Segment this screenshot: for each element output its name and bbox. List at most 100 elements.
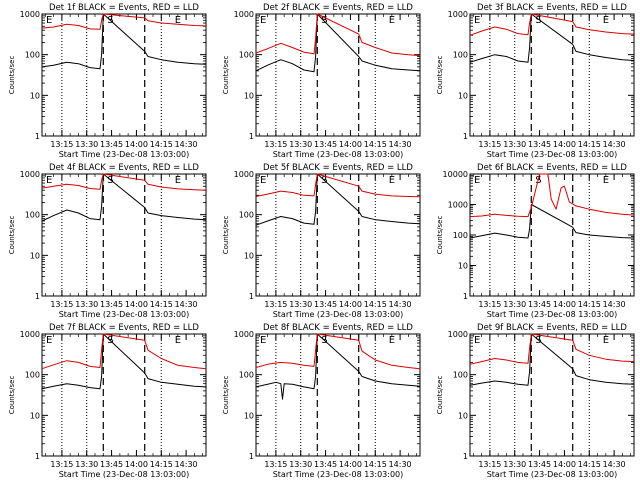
x-tick-label: 14:00: [553, 300, 576, 309]
interval-mark-label: E: [260, 335, 266, 346]
y-tick-label: 100: [239, 211, 254, 220]
chart-title: Det 3f BLACK = Events, RED = LLD: [477, 3, 627, 13]
y-tick-label: 10: [458, 91, 468, 100]
x-tick-label: 13:45: [528, 460, 551, 469]
y-tick-label: 1: [463, 452, 468, 461]
x-tick-label: 14:30: [175, 300, 198, 309]
x-tick-label: 13:30: [503, 140, 526, 149]
interval-mark-label: E: [260, 175, 266, 186]
events-series-line: [469, 333, 635, 386]
x-tick-label: 14:00: [125, 140, 148, 149]
y-tick-label: 1: [463, 292, 468, 301]
events-series-line: [255, 13, 421, 73]
x-tick-label: 14:00: [125, 460, 148, 469]
interval-mark-label: E: [389, 335, 395, 346]
x-tick-label: 14:00: [339, 140, 362, 149]
y-tick-label: 100: [239, 51, 254, 60]
plot-frame: [469, 173, 635, 297]
x-tick-label: 13:45: [528, 300, 551, 309]
chart-panel-1: Det 1f BLACK = Events, RED = LLD 1 10 100 10…: [8, 3, 207, 159]
y-axis-label: Counts/sec: [222, 216, 230, 255]
y-tick-label: 1: [249, 132, 254, 141]
plot-frame: [41, 173, 207, 297]
y-tick-label: 10: [244, 411, 254, 420]
interval-mark-label: S: [321, 15, 327, 26]
y-tick-label: 100: [453, 231, 468, 240]
x-tick-label: 13:45: [528, 140, 551, 149]
x-tick-label: 13:15: [478, 460, 501, 469]
x-tick-label: 14:00: [553, 460, 576, 469]
chart-title: Det 7f BLACK = Events, RED = LLD: [49, 323, 199, 333]
interval-mark-label: E: [603, 335, 609, 346]
x-tick-label: 14:30: [603, 140, 626, 149]
x-tick-label: 14:15: [578, 140, 601, 149]
y-axis-label: Counts/sec: [436, 56, 444, 95]
x-tick-label: 13:30: [75, 140, 98, 149]
chart-panel-4: Det 4f BLACK = Events, RED = LLD 1 10 100 10…: [8, 163, 207, 319]
x-tick-label: 14:15: [150, 300, 173, 309]
y-tick-label: 100: [453, 51, 468, 60]
chart-panel-8: Det 8f BLACK = Events, RED = LLD 1 10 100 10…: [222, 323, 421, 479]
x-tick-label: 14:00: [553, 140, 576, 149]
x-tick-label: 14:30: [389, 460, 412, 469]
interval-mark-label: E: [175, 175, 181, 186]
y-axis-label: Counts/sec: [8, 56, 16, 95]
y-tick-label: 1: [249, 292, 254, 301]
y-tick-label: 1000: [20, 10, 40, 19]
y-tick-label: 10: [30, 91, 40, 100]
x-tick-label: 13:30: [289, 140, 312, 149]
y-tick-label: 1000: [234, 10, 254, 19]
y-tick-label: 1000: [448, 330, 468, 339]
lld-series-line: [469, 13, 635, 36]
x-axis-label: Start Time (23-Dec-08 13:03:00): [59, 150, 190, 159]
y-tick-label: 100: [25, 51, 40, 60]
y-tick-label: 100: [239, 371, 254, 380]
x-tick-label: 14:30: [389, 140, 412, 149]
x-tick-label: 13:15: [478, 300, 501, 309]
lld-series-line: [41, 333, 207, 370]
x-tick-label: 13:30: [503, 460, 526, 469]
plot-frame: [469, 333, 635, 457]
x-tick-label: 13:45: [314, 460, 337, 469]
interval-mark-label: E: [389, 15, 395, 26]
y-tick-label: 1000: [234, 330, 254, 339]
x-tick-label: 13:15: [50, 460, 73, 469]
x-axis-label: Start Time (23-Dec-08 13:03:00): [487, 150, 618, 159]
interval-mark-label: E: [603, 15, 609, 26]
y-tick-label: 100: [453, 371, 468, 380]
y-tick-label: 1: [35, 132, 40, 141]
x-tick-label: 14:30: [603, 300, 626, 309]
events-series-line: [469, 204, 635, 239]
x-axis-label: Start Time (23-Dec-08 13:03:00): [59, 310, 190, 319]
interval-mark-label: E: [46, 15, 52, 26]
interval-mark-label: E: [389, 175, 395, 186]
lld-series-line: [469, 333, 635, 365]
y-tick-label: 10: [30, 251, 40, 260]
x-tick-label: 13:30: [75, 460, 98, 469]
x-tick-label: 14:00: [339, 460, 362, 469]
x-axis-label: Start Time (23-Dec-08 13:03:00): [273, 310, 404, 319]
y-axis-label: Counts/sec: [222, 56, 230, 95]
interval-mark-label: E: [175, 335, 181, 346]
events-series-line: [255, 333, 421, 400]
chart-title: Det 8f BLACK = Events, RED = LLD: [263, 323, 413, 333]
y-tick-label: 1000: [20, 170, 40, 179]
x-tick-label: 13:15: [50, 300, 73, 309]
events-series-line: [255, 173, 421, 226]
x-tick-label: 13:45: [100, 460, 123, 469]
y-tick-label: 10: [458, 262, 468, 271]
x-tick-label: 14:15: [364, 460, 387, 469]
events-series-line: [41, 333, 207, 390]
interval-mark-label: S: [107, 175, 113, 186]
y-axis-label: Counts/sec: [8, 376, 16, 415]
x-axis-label: Start Time (23-Dec-08 13:03:00): [59, 470, 190, 479]
plot-frame: [41, 13, 207, 137]
chart-panel-7: Det 7f BLACK = Events, RED = LLD 1 10 100 10…: [8, 323, 207, 479]
x-axis-label: Start Time (23-Dec-08 13:03:00): [487, 310, 618, 319]
y-tick-label: 10: [458, 411, 468, 420]
interval-mark-label: E: [474, 15, 480, 26]
interval-mark-label: S: [535, 15, 541, 26]
events-series-line: [469, 13, 635, 63]
x-tick-label: 13:45: [314, 140, 337, 149]
